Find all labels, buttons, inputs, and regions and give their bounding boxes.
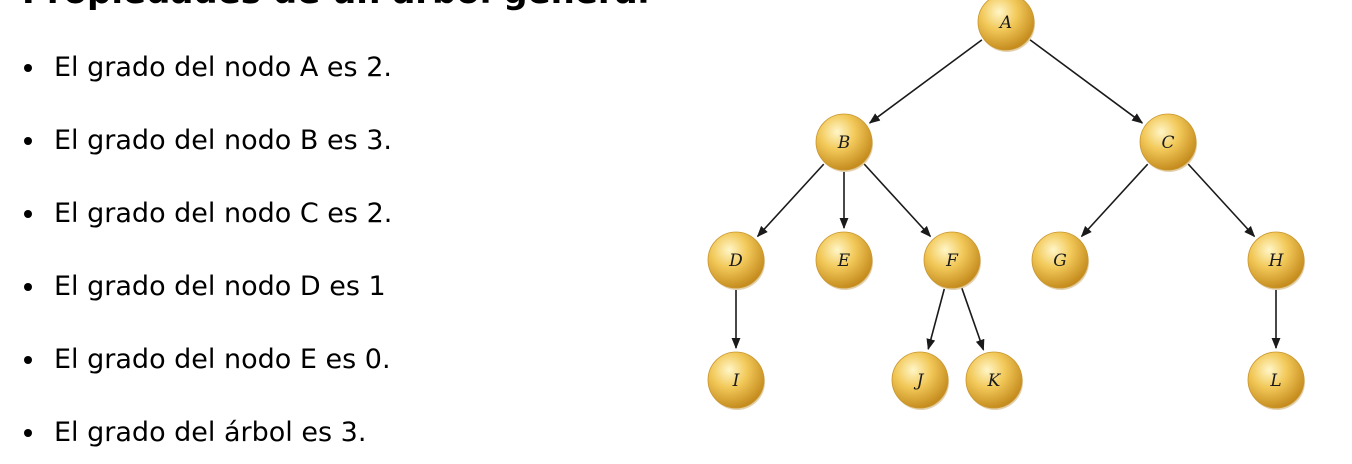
node-circle	[965, 351, 1023, 409]
node-label: F	[945, 251, 959, 271]
tree-node-D: D	[707, 231, 765, 290]
tree-diagram: A B C D E F G H I J K L	[707, 0, 1305, 410]
edge-A-C	[1029, 39, 1144, 124]
bullet-item: El grado del nodo B es 3.	[18, 117, 392, 165]
node-circle	[815, 113, 873, 171]
edge-A-B	[868, 39, 983, 124]
tree-node-K: K	[965, 351, 1023, 410]
node-label: K	[987, 371, 1002, 391]
edge-F-J	[926, 288, 946, 351]
bullet-item: El grado del nodo C es 2.	[18, 190, 392, 238]
node-label: G	[1053, 251, 1067, 271]
bullet-dot-icon	[24, 137, 32, 145]
tree-node-G: G	[1031, 231, 1089, 290]
bullet-dot-icon	[24, 210, 32, 218]
bullet-item: El grado del nodo D es 1	[18, 263, 392, 311]
node-label: A	[998, 13, 1012, 33]
node-circle	[815, 231, 873, 289]
node-label: E	[837, 251, 851, 271]
bullet-text: El grado del nodo A es 2.	[54, 52, 392, 83]
node-circle	[1139, 113, 1197, 171]
slide-heading: Propiedades de un árbol general	[22, 0, 662, 12]
node-circle	[977, 0, 1035, 51]
edge-C-G	[1080, 163, 1149, 238]
tree-node-A: A	[977, 0, 1035, 52]
edge-B-D	[756, 163, 825, 238]
tree-node-E: E	[815, 231, 873, 290]
bullet-item: El grado del nodo E es 0.	[18, 336, 392, 384]
bullet-text: El grado del nodo D es 1	[54, 271, 386, 302]
node-label: H	[1268, 251, 1285, 271]
bullet-text: El grado del nodo B es 3.	[54, 125, 393, 156]
bullet-list: El grado del nodo A es 2. El grado del n…	[18, 44, 392, 464]
tree-node-I: I	[707, 351, 765, 410]
bullet-item: El grado del árbol es 3.	[18, 409, 392, 457]
tree-node-F: F	[923, 231, 981, 290]
edge-B-F	[863, 163, 932, 238]
edge-C-H	[1187, 163, 1256, 238]
tree-node-H: H	[1247, 231, 1305, 290]
nodes-layer: A B C D E F G H I J K L	[707, 0, 1305, 410]
node-circle	[891, 351, 949, 409]
node-circle	[707, 351, 765, 409]
bullet-dot-icon	[24, 356, 32, 364]
node-label: B	[837, 133, 851, 153]
node-circle	[1247, 351, 1305, 409]
tree-node-C: C	[1139, 113, 1197, 172]
node-circle	[1247, 231, 1305, 289]
tree-node-B: B	[815, 113, 873, 172]
node-label: J	[914, 371, 925, 391]
node-circle	[707, 231, 765, 289]
bullet-dot-icon	[24, 64, 32, 72]
node-circle	[923, 231, 981, 289]
node-label: C	[1161, 133, 1174, 153]
bullet-item: El grado del nodo A es 2.	[18, 44, 392, 92]
edges-layer	[731, 39, 1281, 351]
bullet-dot-icon	[24, 283, 32, 291]
bullet-text: El grado del nodo E es 0.	[54, 344, 391, 375]
bullet-text: El grado del nodo C es 2.	[54, 198, 393, 229]
tree-node-L: L	[1247, 351, 1305, 410]
node-label: L	[1269, 371, 1281, 391]
edge-F-K	[961, 288, 985, 351]
node-label: I	[732, 371, 740, 391]
node-label: D	[728, 251, 743, 271]
bullet-text: El grado del árbol es 3.	[54, 417, 367, 448]
bullet-dot-icon	[24, 429, 32, 437]
tree-node-J: J	[891, 351, 949, 410]
node-circle	[1031, 231, 1089, 289]
